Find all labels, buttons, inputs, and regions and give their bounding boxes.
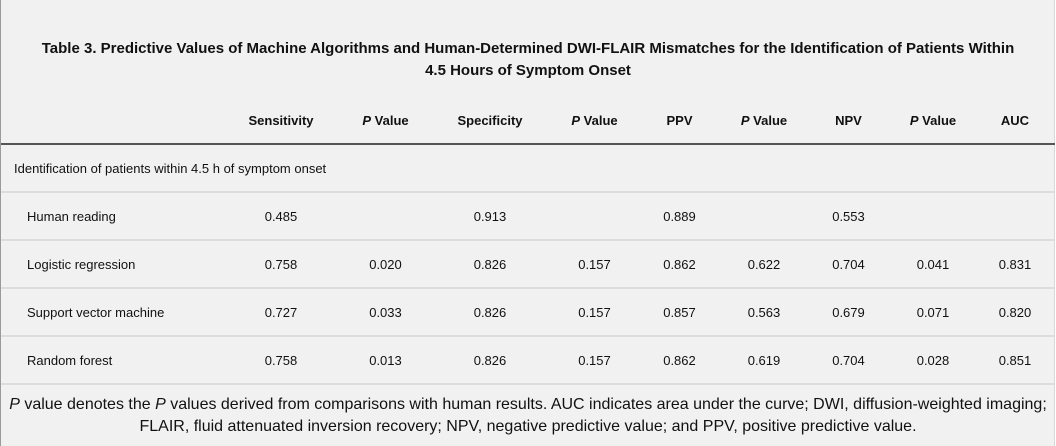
footnote-line-2: FLAIR, fluid attenuated inversion recove… xyxy=(139,418,917,435)
results-table: Sensitivity P Value Specificity P Value … xyxy=(1,98,1055,385)
cell-npv: 0.704 xyxy=(806,240,891,289)
header-p-rest: Value xyxy=(371,113,409,128)
table-row: Support vector machine 0.727 0.033 0.826… xyxy=(1,288,1055,337)
header-p-italic: P xyxy=(740,113,750,128)
cell-p-value-1: 0.033 xyxy=(343,288,428,337)
section-row: Identification of patients within 4.5 h … xyxy=(1,144,1055,193)
cell-p-value-3: 0.622 xyxy=(722,240,806,289)
header-p-value-2: P Value xyxy=(552,98,637,145)
header-sensitivity: Sensitivity xyxy=(219,98,343,145)
header-p-italic: P xyxy=(909,113,919,128)
header-row: Sensitivity P Value Specificity P Value … xyxy=(1,98,1055,145)
cell-auc xyxy=(975,192,1055,241)
cell-specificity: 0.826 xyxy=(428,288,552,337)
table-row: Random forest 0.758 0.013 0.826 0.157 0.… xyxy=(1,336,1055,385)
cell-p-value-4: 0.028 xyxy=(891,336,975,385)
row-label: Random forest xyxy=(1,336,219,385)
header-auc: AUC xyxy=(975,98,1055,145)
cell-sensitivity: 0.485 xyxy=(219,192,343,241)
table-row: Logistic regression 0.758 0.020 0.826 0.… xyxy=(1,240,1055,289)
cell-p-value-4: 0.071 xyxy=(891,288,975,337)
cell-p-value-3: 0.563 xyxy=(722,288,806,337)
cell-p-value-1: 0.013 xyxy=(343,336,428,385)
cell-p-value-1 xyxy=(343,192,428,241)
footnote-line-1: P value denotes the P values derived fro… xyxy=(1,394,1055,416)
table-title: Table 3. Predictive Values of Machine Al… xyxy=(1,38,1055,82)
header-npv: NPV xyxy=(806,98,891,145)
cell-sensitivity: 0.758 xyxy=(219,240,343,289)
header-p-value-3: P Value xyxy=(722,98,806,145)
cell-auc: 0.851 xyxy=(975,336,1055,385)
header-ppv: PPV xyxy=(637,98,722,145)
cell-npv: 0.704 xyxy=(806,336,891,385)
row-label: Support vector machine xyxy=(1,288,219,337)
cell-auc: 0.831 xyxy=(975,240,1055,289)
footnote-p-italic: P xyxy=(9,396,20,413)
cell-p-value-1: 0.020 xyxy=(343,240,428,289)
header-specificity: Specificity xyxy=(428,98,552,145)
footnote-text: values derived from comparisons with hum… xyxy=(165,396,1047,413)
header-p-italic: P xyxy=(362,113,372,128)
cell-specificity: 0.826 xyxy=(428,240,552,289)
cell-npv: 0.679 xyxy=(806,288,891,337)
cell-specificity: 0.913 xyxy=(428,192,552,241)
header-empty xyxy=(1,98,219,145)
cell-sensitivity: 0.758 xyxy=(219,336,343,385)
cell-p-value-4 xyxy=(891,192,975,241)
cell-ppv: 0.862 xyxy=(637,240,722,289)
footnote-text: value denotes the xyxy=(19,396,156,413)
cell-p-value-2: 0.157 xyxy=(552,240,637,289)
header-p-italic: P xyxy=(571,113,581,128)
cell-auc: 0.820 xyxy=(975,288,1055,337)
cell-specificity: 0.826 xyxy=(428,336,552,385)
cell-p-value-2 xyxy=(552,192,637,241)
header-p-rest: Value xyxy=(918,113,957,128)
cell-p-value-2: 0.157 xyxy=(552,288,637,337)
cell-npv: 0.553 xyxy=(806,192,891,241)
cell-p-value-4: 0.041 xyxy=(891,240,975,289)
table-footnote: P value denotes the P values derived fro… xyxy=(1,394,1055,438)
table-row: Human reading 0.485 0.913 0.889 0.553 xyxy=(1,192,1055,241)
header-p-rest: Value xyxy=(749,113,788,128)
cell-p-value-2: 0.157 xyxy=(552,336,637,385)
cell-sensitivity: 0.727 xyxy=(219,288,343,337)
row-label: Human reading xyxy=(1,192,219,241)
header-p-value-4: P Value xyxy=(891,98,975,145)
cell-p-value-3 xyxy=(722,192,806,241)
header-p-value-1: P Value xyxy=(343,98,428,145)
header-p-rest: Value xyxy=(580,113,618,128)
cell-ppv: 0.862 xyxy=(637,336,722,385)
cell-ppv: 0.857 xyxy=(637,288,722,337)
section-label: Identification of patients within 4.5 h … xyxy=(1,144,1055,193)
table-title-line-1: Table 3. Predictive Values of Machine Al… xyxy=(41,40,1015,57)
cell-ppv: 0.889 xyxy=(637,192,722,241)
footnote-p-italic: P xyxy=(155,396,166,413)
cell-p-value-3: 0.619 xyxy=(722,336,806,385)
row-label: Logistic regression xyxy=(1,240,219,289)
table-title-line-2: 4.5 Hours of Symptom Onset xyxy=(425,62,631,79)
